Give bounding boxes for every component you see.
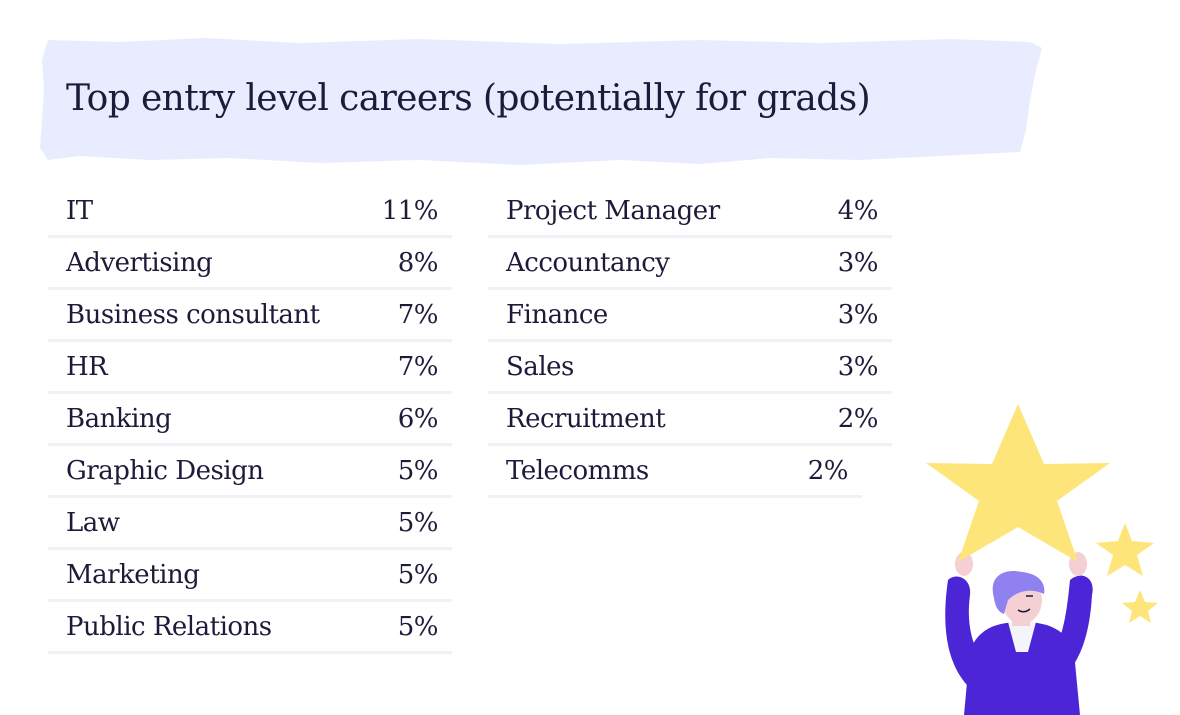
- shirt-collar: [1008, 622, 1036, 652]
- career-table-right: Project Manager 4% Accountancy 3% Finance 3…: [488, 186, 892, 498]
- career-name: Business consultant: [66, 300, 320, 330]
- table-row: Sales 3%: [488, 342, 892, 394]
- career-name: Accountancy: [506, 248, 670, 278]
- career-name: Public Relations: [66, 612, 272, 642]
- table-row: Recruitment 2%: [488, 394, 892, 446]
- tiny-star-icon: [1122, 590, 1158, 623]
- career-percent: 3%: [837, 300, 879, 330]
- table-row: Project Manager 4%: [488, 186, 892, 238]
- smile: [1017, 608, 1031, 613]
- career-percent: 4%: [837, 196, 879, 226]
- brushstroke-shape: [40, 38, 1042, 165]
- career-name: Finance: [506, 300, 608, 330]
- career-percent: 11%: [381, 196, 439, 226]
- person-holding-star-illustration: [926, 404, 1158, 715]
- career-percent: 7%: [397, 352, 439, 382]
- table-row: Law 5%: [48, 498, 452, 550]
- career-percent: 7%: [397, 300, 439, 330]
- table-row: Finance 3%: [488, 290, 892, 342]
- career-percent: 8%: [397, 248, 439, 278]
- table-row: Banking 6%: [48, 394, 452, 446]
- career-name: Project Manager: [506, 196, 720, 226]
- table-row: Accountancy 3%: [488, 238, 892, 290]
- small-star-icon: [1096, 523, 1154, 576]
- career-name: Advertising: [66, 248, 213, 278]
- table-row: Graphic Design 5%: [48, 446, 452, 498]
- career-percent: 5%: [397, 560, 439, 590]
- career-name: HR: [66, 352, 108, 382]
- career-name: Graphic Design: [66, 456, 264, 486]
- career-percent: 2%: [837, 404, 879, 434]
- career-percent: 6%: [397, 404, 439, 434]
- title-banner-brushstroke: [40, 38, 1042, 165]
- career-table-left: IT 11% Advertising 8% Business consultant 7…: [48, 186, 452, 654]
- career-name: Marketing: [66, 560, 200, 590]
- career-name: Banking: [66, 404, 172, 434]
- career-name: IT: [66, 196, 93, 226]
- table-row: Telecomms 2%: [488, 446, 862, 498]
- page-title: Top entry level careers (potentially for…: [66, 78, 871, 119]
- big-star-icon: [926, 404, 1110, 562]
- table-row: Marketing 5%: [48, 550, 452, 602]
- career-name: Recruitment: [506, 404, 666, 434]
- hair: [992, 571, 1045, 614]
- table-row: Advertising 8%: [48, 238, 452, 290]
- table-row: Business consultant 7%: [48, 290, 452, 342]
- shirt: [964, 622, 1080, 715]
- career-percent: 5%: [397, 456, 439, 486]
- career-percent: 2%: [807, 456, 849, 486]
- career-name: Sales: [506, 352, 574, 382]
- career-percent: 5%: [397, 612, 439, 642]
- career-percent: 5%: [397, 508, 439, 538]
- career-name: Telecomms: [506, 456, 649, 486]
- career-percent: 3%: [837, 352, 879, 382]
- table-row: Public Relations 5%: [48, 602, 452, 654]
- career-percent: 3%: [837, 248, 879, 278]
- table-row: HR 7%: [48, 342, 452, 394]
- career-name: Law: [66, 508, 120, 538]
- table-row: IT 11%: [48, 186, 452, 238]
